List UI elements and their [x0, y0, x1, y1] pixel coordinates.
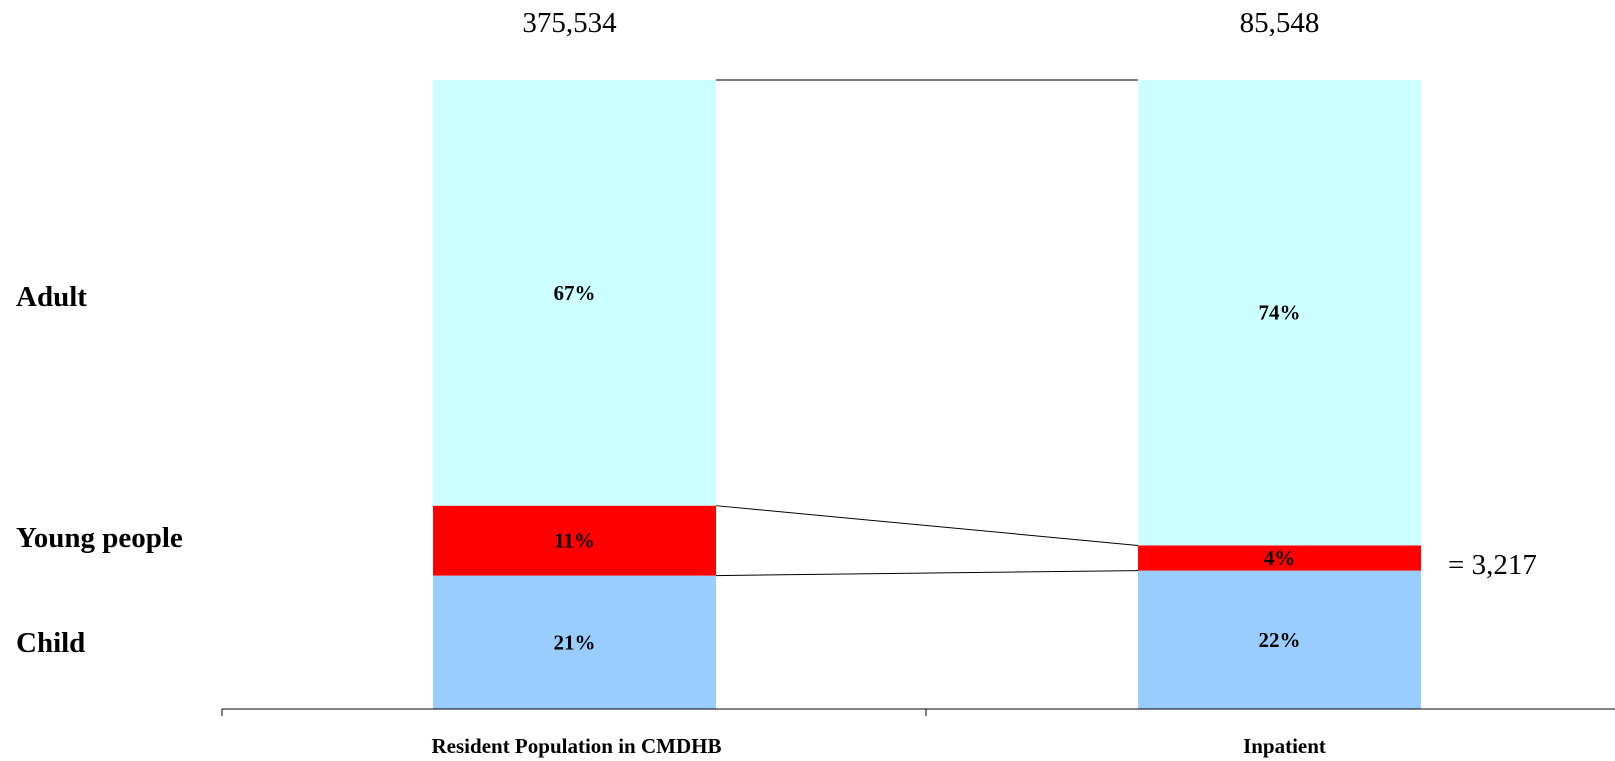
- bar-young-people-resident-population-in-cmdhb: [433, 505, 716, 576]
- young-people-count-annotation: = 3,217: [1448, 549, 1537, 581]
- segment-labels: 21% 11% 67% 22% 4% 74%: [554, 281, 1301, 654]
- segment-label-adult-resident-population-in-cmdhb: 67%: [554, 281, 596, 305]
- total-label-inpatient: 85,548: [1240, 7, 1320, 39]
- connector-child: [715, 570, 1139, 577]
- bar-child-inpatient: [1138, 570, 1421, 709]
- category-label-resident-population-in-cmdhb: Resident Population in CMDHB: [432, 734, 722, 758]
- legend-label-young-people: Young people: [16, 522, 183, 554]
- connector-young-people: [715, 505, 1139, 546]
- bar-segments: [433, 80, 1421, 709]
- bar-adult-inpatient: [1138, 80, 1421, 546]
- segment-label-young-people-inpatient: 4%: [1264, 546, 1296, 570]
- bar-child-resident-population-in-cmdhb: [433, 575, 716, 709]
- segment-label-child-inpatient: 22%: [1259, 628, 1301, 652]
- bar-adult-resident-population-in-cmdhb: [433, 80, 716, 506]
- segment-label-child-resident-population-in-cmdhb: 21%: [554, 630, 596, 654]
- segment-label-young-people-resident-population-in-cmdhb: 11%: [554, 529, 595, 553]
- total-labels: 375,534 85,548: [522, 7, 1319, 39]
- connector-lines: [715, 79, 1139, 577]
- x-axis: [221, 708, 1615, 716]
- legend-label-child: Child: [16, 627, 85, 659]
- bar-young-people-inpatient: [1138, 545, 1421, 571]
- legend: Child Young people Adult: [16, 281, 183, 659]
- segment-label-adult-inpatient: 74%: [1259, 301, 1301, 325]
- category-label-inpatient: Inpatient: [1243, 734, 1326, 758]
- total-label-resident-population-in-cmdhb: 375,534: [522, 7, 617, 39]
- legend-label-adult: Adult: [16, 281, 87, 313]
- category-labels: Resident Population in CMDHB Inpatient: [432, 734, 1326, 758]
